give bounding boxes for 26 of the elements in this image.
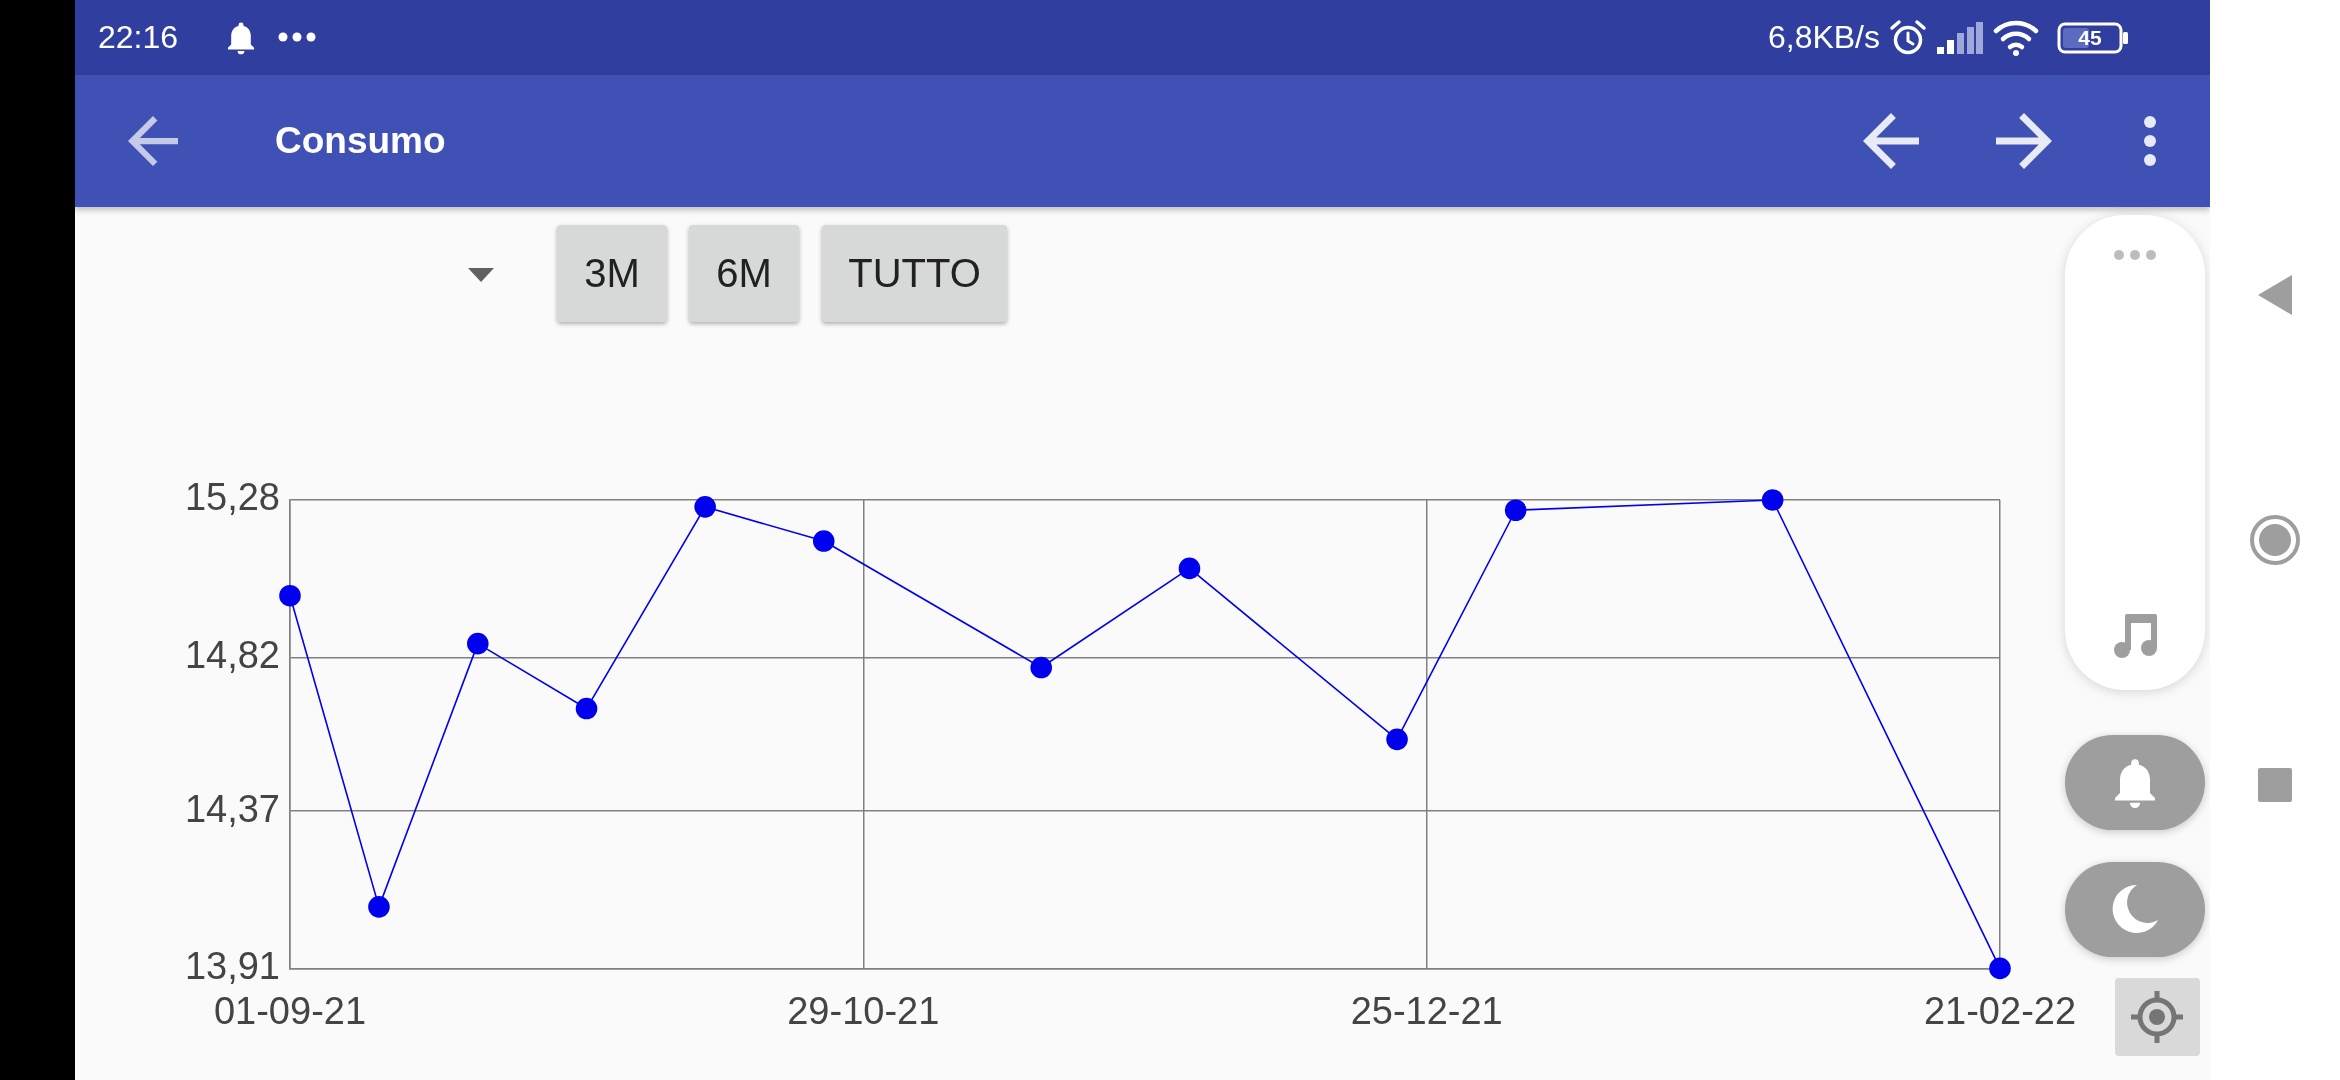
button: 6M	[689, 225, 799, 322]
point	[1030, 656, 1053, 679]
point	[368, 896, 390, 918]
text: 22:16	[98, 18, 179, 57]
point	[1386, 728, 1408, 751]
x-tick-label: 29-10-21	[787, 989, 940, 1032]
button: 3M	[557, 225, 667, 322]
x-tick-label: 01-09-21	[213, 989, 367, 1032]
point	[467, 632, 489, 655]
point	[1178, 557, 1201, 580]
button: TUTTO	[822, 225, 1007, 322]
point	[812, 530, 835, 552]
x-tick-label: 25-12-21	[1350, 989, 1503, 1032]
y-tick-label: 13,91	[184, 944, 280, 987]
point	[694, 496, 716, 518]
y-tick-label: 15,28	[184, 476, 280, 519]
point	[575, 697, 598, 720]
x-tick-label: 21-02-22	[1923, 989, 2077, 1032]
y-tick-label: 14,37	[184, 787, 280, 830]
point	[1989, 957, 2011, 980]
point	[279, 584, 301, 607]
point	[1761, 489, 1784, 511]
text: 6,8KB/s	[1767, 18, 1880, 57]
y-tick-label: 14,82	[184, 633, 280, 676]
point	[1504, 499, 1527, 522]
chart-title: Consumo	[275, 119, 446, 163]
